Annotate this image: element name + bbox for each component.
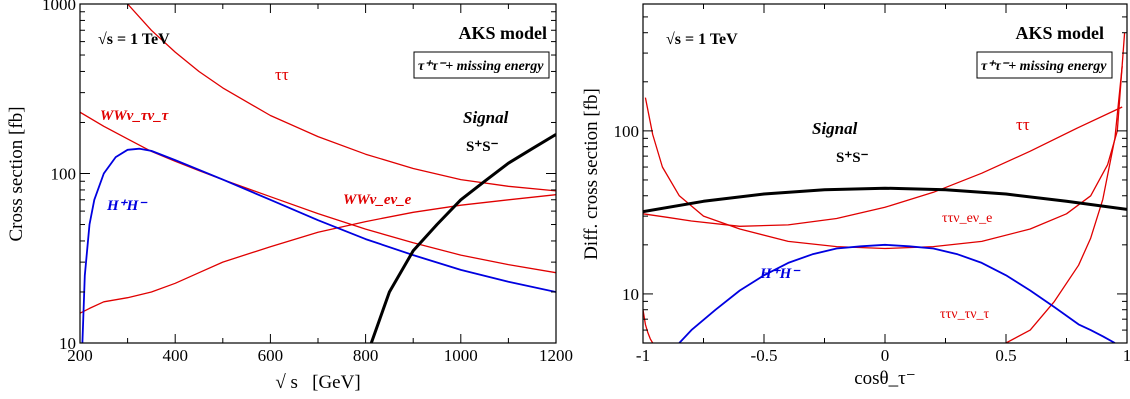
right-series-line-0: [643, 106, 1123, 227]
right-x-tick-label: -0.5: [751, 346, 778, 365]
right-y-axis-label: Diff. cross section [fb]: [581, 88, 602, 260]
left-energy-label: √s = 1 TeV: [98, 31, 170, 48]
left-signal-label: Signal: [463, 108, 509, 127]
left-plot-frame: [79, 3, 557, 344]
right-process-label: τ⁺τ⁻+ missing energy: [981, 59, 1107, 74]
left-series-line-1: [80, 111, 556, 274]
right-x-tick-label: 1: [1123, 346, 1130, 365]
left-series-line-3: [81, 147, 556, 343]
right-energy-label: √s = 1 TeV: [666, 31, 738, 48]
right-series-line-3: [1005, 65, 1123, 343]
left-series-line-4: [369, 133, 556, 343]
left-x-tick-label: 600: [258, 346, 284, 365]
right-series-line-4: [643, 186, 1127, 214]
left-y-tick-label: 1000: [42, 0, 76, 14]
left-model-label: AKS model: [458, 23, 547, 43]
right-x-tick-label: 0: [881, 346, 890, 365]
right-signal-label: Signal: [812, 119, 858, 138]
left-y-axis-label: Cross section [fb]: [6, 106, 27, 241]
left-x-tick-label: 1000: [444, 346, 478, 365]
right-x-tick-label: -1: [636, 346, 650, 365]
right-ttee-label: ττν_eν_e: [942, 211, 992, 226]
right-tttautau-label: ττν_τν_τ: [940, 307, 990, 322]
left-y-tick-label: 10: [59, 334, 76, 353]
left-tautau-label: ττ: [275, 65, 289, 84]
right-y-tick-label: 10: [622, 285, 639, 304]
left-x-axis-label: √ s [GeV]: [275, 372, 360, 393]
left-hh-label: H⁺H⁻: [106, 198, 148, 214]
right-model-label: AKS model: [1015, 23, 1104, 43]
left-wwee-label: WWν_eν_e: [343, 192, 412, 208]
right-series-line-2: [643, 309, 654, 343]
left-x-tick-label: 200: [67, 346, 93, 365]
left-wwtautau-label: WWν_τν_τ: [100, 108, 170, 124]
right-ss-label: S⁺S⁻: [836, 150, 869, 166]
left-y-tick-label: 100: [51, 165, 77, 184]
left-ss-label: S⁺S⁻: [466, 139, 499, 155]
right-chart: -1 -0.5 0 0.5 1 10 100 Diff. cross section [fb…: [581, 3, 1130, 389]
left-series-line-0: [127, 4, 556, 192]
left-x-tick-label: 800: [353, 346, 379, 365]
right-plot-frame: [642, 3, 1128, 344]
left-series-line-2: [80, 194, 556, 314]
right-process-box: [976, 51, 1113, 79]
left-chart: 200 400 600 800 1000 1200 10 100 1000 Cross sect…: [6, 0, 573, 393]
right-x-axis-label: cosθ_τ⁻: [854, 368, 916, 389]
right-series-line-1: [644, 32, 1126, 250]
left-x-tick-label: 400: [162, 346, 188, 365]
right-y-tick-label: 100: [614, 122, 640, 141]
left-process-box: [413, 51, 550, 79]
left-x-tick-label: 1200: [539, 346, 573, 365]
right-series-line-5: [678, 243, 1116, 343]
right-hh-label: H⁺H⁻: [759, 266, 801, 282]
right-tautau-label: ττ: [1016, 115, 1030, 134]
left-process-label: τ⁺τ⁻+ missing energy: [418, 59, 544, 74]
right-x-tick-label: 0.5: [995, 346, 1016, 365]
